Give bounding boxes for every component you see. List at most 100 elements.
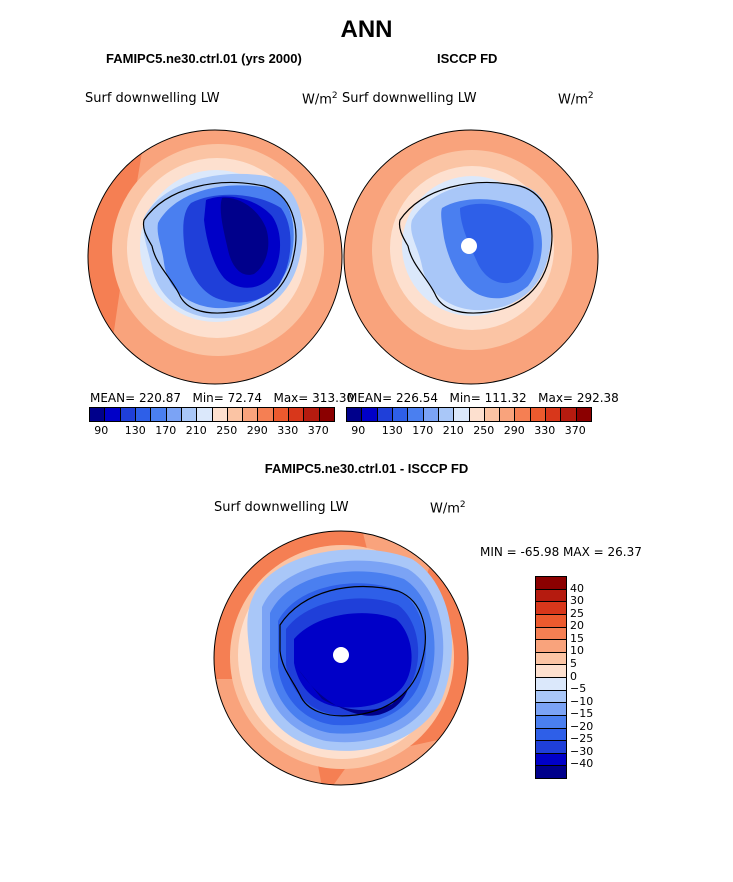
colorbar-tick-label: 30 <box>570 594 584 608</box>
colorbar-swatch <box>120 408 136 421</box>
right-units: W/m2 <box>558 91 594 108</box>
colorbar-swatch <box>227 408 244 421</box>
left-units: W/m2 <box>302 91 338 108</box>
colorbar-swatch <box>536 690 566 704</box>
colorbar-swatch <box>273 408 290 421</box>
colorbar-swatch <box>105 408 121 421</box>
colorbar-tick-label: 210 <box>442 424 464 437</box>
colorbar-tick-label: 250 <box>473 424 495 437</box>
colorbar-swatch <box>576 408 591 421</box>
diff-minmax: MIN = -65.98 MAX = 26.37 <box>480 545 642 559</box>
colorbar-tick-label: −30 <box>570 744 594 758</box>
colorbar-tick-label: 370 <box>307 424 329 437</box>
colorbar-swatch <box>484 408 501 421</box>
colorbar-tick-label: −10 <box>570 694 594 708</box>
colorbar-tick-label: 130 <box>124 424 146 437</box>
colorbar-swatch <box>536 577 566 590</box>
colorbar-swatch <box>319 408 334 421</box>
right-polar-map <box>343 129 599 385</box>
colorbar-swatch <box>212 408 228 421</box>
colorbar-swatch <box>515 408 531 421</box>
colorbar-swatch <box>289 408 305 421</box>
colorbar-swatch <box>561 408 577 421</box>
colorbar-tick-label: 330 <box>534 424 556 437</box>
colorbar-swatch <box>536 652 566 666</box>
colorbar-swatch <box>258 408 274 421</box>
colorbar-swatch <box>362 408 378 421</box>
colorbar-swatch <box>438 408 455 421</box>
right-stats: MEAN= 226.54 Min= 111.32 Max= 292.38 <box>347 391 619 405</box>
colorbar-tick-label: 210 <box>185 424 207 437</box>
colorbar-swatch <box>530 408 547 421</box>
colorbar-swatch <box>197 408 213 421</box>
colorbar-swatch <box>347 408 363 421</box>
colorbar-swatch <box>304 408 320 421</box>
colorbar-tick-label: 290 <box>503 424 525 437</box>
diff-polar-map <box>213 530 469 786</box>
left-stats: MEAN= 220.87 Min= 72.74 Max= 313.30 <box>90 391 355 405</box>
colorbar-swatch <box>536 614 566 628</box>
colorbar-swatch <box>536 640 566 653</box>
colorbar-swatch <box>536 703 566 716</box>
colorbar-tick-label: 0 <box>570 669 577 683</box>
colorbar-swatch <box>377 408 393 421</box>
colorbar-tick-label: −40 <box>570 757 594 771</box>
diff-units: W/m2 <box>430 500 466 517</box>
colorbar-swatch <box>135 408 152 421</box>
colorbar-tick-label: −20 <box>570 719 594 733</box>
left-colorbar <box>89 407 335 422</box>
colorbar-swatch <box>536 678 566 691</box>
right-panel-case: ISCCP FD <box>437 51 498 66</box>
right-colorbar-ticks: 90 130 170 210 250 290 330 370 <box>346 424 592 438</box>
colorbar-tick-label: 170 <box>155 424 177 437</box>
colorbar-swatch <box>536 665 566 678</box>
colorbar-tick-label: 330 <box>277 424 299 437</box>
colorbar-tick-label: 90 <box>94 424 109 437</box>
colorbar-swatch <box>536 741 566 754</box>
colorbar-swatch <box>536 627 566 641</box>
colorbar-tick-label: 290 <box>246 424 268 437</box>
colorbar-swatch <box>181 408 198 421</box>
right-field-label: Surf downwelling LW <box>342 91 477 106</box>
colorbar-swatch <box>454 408 470 421</box>
colorbar-tick-label: −25 <box>570 732 594 746</box>
colorbar-tick-label: 170 <box>412 424 434 437</box>
colorbar-swatch <box>500 408 516 421</box>
colorbar-swatch <box>151 408 167 421</box>
left-panel-case: FAMIPC5.ne30.ctrl.01 (yrs 2000) <box>106 51 302 66</box>
colorbar-swatch <box>243 408 259 421</box>
colorbar-tick-label: 370 <box>564 424 586 437</box>
colorbar-swatch <box>536 715 566 729</box>
diff-field-label: Surf downwelling LW <box>214 500 349 515</box>
colorbar-swatch <box>536 728 566 742</box>
colorbar-swatch <box>536 766 566 778</box>
colorbar-swatch <box>536 589 566 603</box>
colorbar-tick-label: 25 <box>570 606 584 620</box>
colorbar-swatch <box>546 408 562 421</box>
figure-title: ANN <box>340 16 393 43</box>
diff-colorbar-ticks: 40 30 25 20 15 10 5 0 −5 −10 −15 −20 −25 −30 −40 <box>570 576 630 779</box>
colorbar-swatch <box>536 753 566 767</box>
right-colorbar <box>346 407 592 422</box>
left-field-label: Surf downwelling LW <box>85 91 220 106</box>
colorbar-tick-label: −15 <box>570 707 594 721</box>
diff-panel-case: FAMIPC5.ne30.ctrl.01 - ISCCP FD <box>264 461 469 476</box>
colorbar-swatch <box>423 408 439 421</box>
diff-colorbar <box>535 576 567 779</box>
colorbar-tick-label: 40 <box>570 581 584 595</box>
left-polar-map <box>87 129 343 385</box>
left-colorbar-ticks: 90 130 170 210 250 290 330 370 <box>89 424 335 438</box>
colorbar-tick-label: 250 <box>216 424 238 437</box>
colorbar-tick-label: 15 <box>570 631 584 645</box>
colorbar-tick-label: 10 <box>570 644 584 658</box>
colorbar-swatch <box>90 408 106 421</box>
colorbar-tick-label: 5 <box>570 656 577 670</box>
colorbar-tick-label: 20 <box>570 619 584 633</box>
colorbar-swatch <box>392 408 409 421</box>
colorbar-swatch <box>536 602 566 615</box>
colorbar-swatch <box>408 408 424 421</box>
colorbar-swatch <box>469 408 485 421</box>
colorbar-tick-label: −5 <box>570 682 587 696</box>
colorbar-swatch <box>166 408 182 421</box>
colorbar-tick-label: 130 <box>381 424 403 437</box>
